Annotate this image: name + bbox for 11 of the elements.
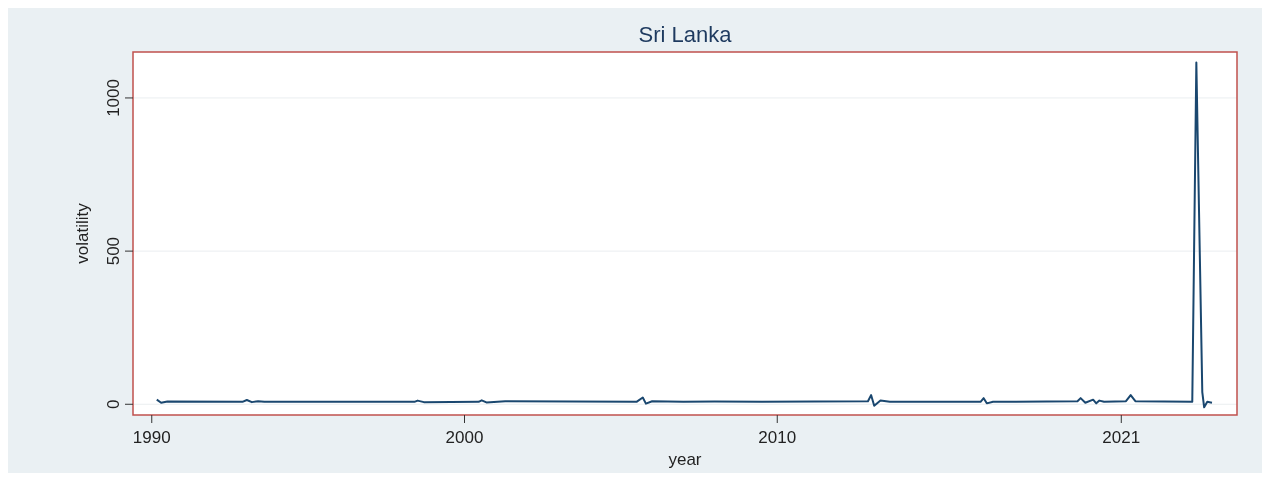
y-axis-title: volatility	[73, 202, 92, 264]
chart-title: Sri Lanka	[638, 22, 733, 47]
x-tick-label: 1990	[132, 428, 171, 447]
x-tick-label: 2000	[445, 428, 484, 447]
y-tick-label: 1000	[104, 79, 123, 117]
x-tick-label: 2010	[758, 428, 797, 447]
line-series	[155, 61, 1213, 409]
x-tick-label: 2021	[1102, 428, 1141, 447]
x-axis-title: year	[668, 450, 702, 469]
y-tick-label: 0	[104, 399, 123, 410]
y-tick-label: 500	[104, 236, 123, 266]
